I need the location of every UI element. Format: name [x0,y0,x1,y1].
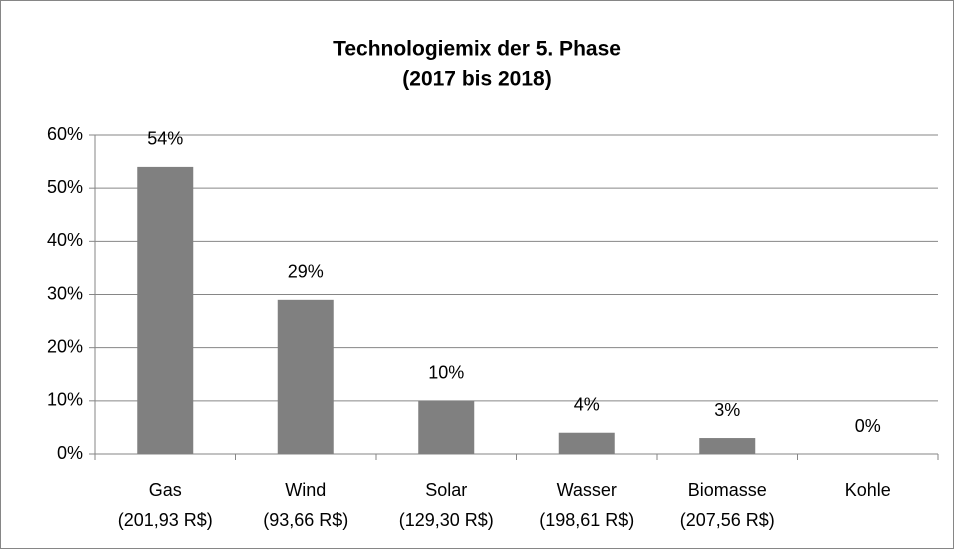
data-label: 10% [428,363,464,383]
x-tick-label: Solar [425,480,467,500]
y-tick-label: 30% [47,283,83,303]
x-tick-label: Wind [285,480,326,500]
y-tick-label: 50% [47,177,83,197]
data-label: 29% [288,262,324,282]
y-tick-label: 40% [47,230,83,250]
data-label: 54% [147,129,183,149]
bar [277,299,334,454]
x-tick-label: (201,93 R$) [118,510,213,530]
x-tick-label: (129,30 R$) [399,510,494,530]
chart-subtitle: (2017 bis 2018) [402,68,551,91]
y-tick-label: 20% [47,336,83,356]
x-tick-label: (207,56 R$) [680,510,775,530]
x-tick-label: Gas [149,480,182,500]
data-label: 4% [574,394,600,414]
x-tick-label: Biomasse [688,480,767,500]
x-tick-label: Wasser [557,480,617,500]
bar [418,400,475,454]
y-tick-label: 0% [57,443,83,463]
x-tick-label: Kohle [845,480,891,500]
bar [699,438,756,454]
chart-title: Technologiemix der 5. Phase [333,38,621,61]
data-label: 0% [855,416,881,436]
y-tick-label: 60% [47,124,83,144]
x-tick-label: (93,66 R$) [263,510,348,530]
data-label: 3% [714,400,740,420]
bar [137,166,194,454]
x-tick-label: (198,61 R$) [539,510,634,530]
bar [558,432,615,454]
y-tick-label: 10% [47,390,83,410]
